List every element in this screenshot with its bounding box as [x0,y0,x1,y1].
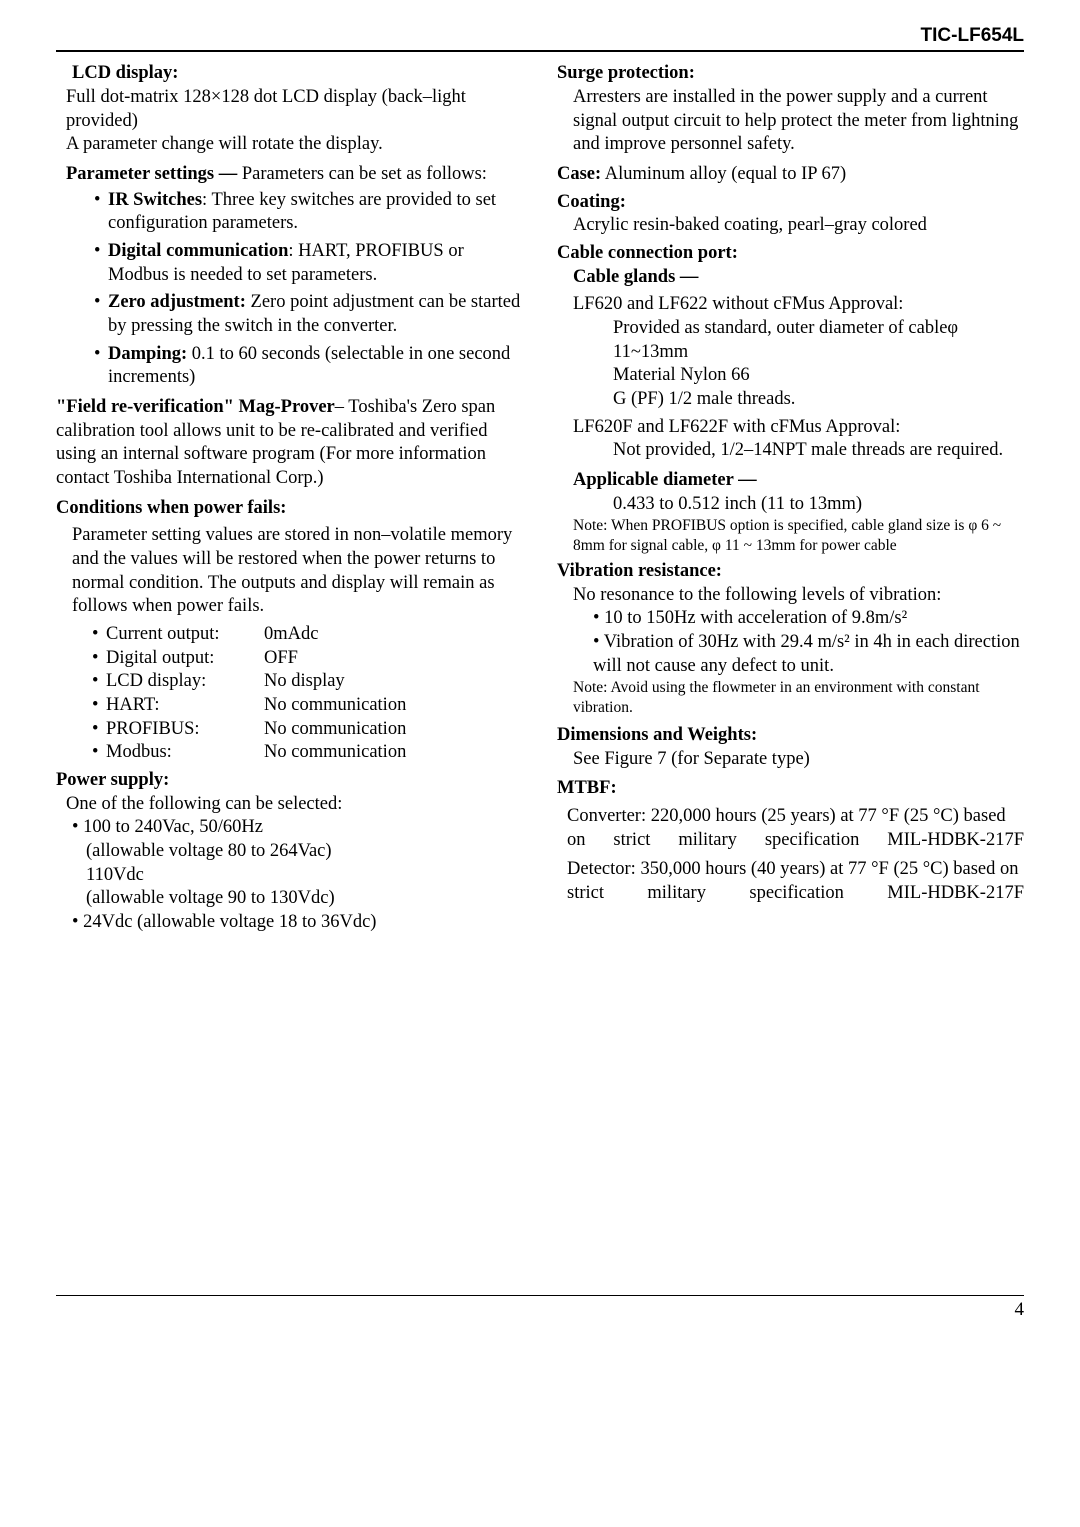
conditions-body: Parameter setting values are stored in n… [72,524,523,619]
row-lcd: • LCD display: No display [92,670,523,694]
vib-i0: • 10 to 150Hz with acceleration of 9.8m/… [593,607,1024,631]
bullet: • [92,718,106,742]
lf620-title: LF620 and LF622 without cFMus Approval: [573,293,1024,317]
row-modbus-v: No communication [264,741,406,765]
dims-title: Dimensions and Weights: [557,724,1024,748]
row-digital-v: OFF [264,647,298,671]
row-digital-k: Digital output: [106,647,264,671]
mtbf-title: MTBF: [557,777,1024,801]
power-item0: • 100 to 240Vac, 50/60Hz [72,816,523,840]
row-hart: • HART: No communication [92,694,523,718]
power-item2: 110Vdc [86,864,523,888]
vib-lead: No resonance to the following levels of … [573,584,1024,608]
power-line1: One of the following can be selected: [66,793,523,817]
power-item3: (allowable voltage 90 to 130Vdc) [86,887,523,911]
param-ir: IR Switches: Three key switches are prov… [94,189,523,236]
mtbf-conv: Converter: 220,000 hours (25 years) at 7… [567,805,1024,852]
param-ir-label: IR Switches [108,190,202,210]
lf620-b2: G (PF) 1/2 male threads. [613,388,1024,412]
two-column-layout: LCD display: Full dot-matrix 128×128 dot… [56,56,1024,935]
row-lcd-v: No display [264,670,345,694]
row-modbus: • Modbus: No communication [92,741,523,765]
bullet: • [92,647,106,671]
mtbf-det: Detector: 350,000 hours (40 years) at 77… [567,858,1024,905]
lf620-b1: Material Nylon 66 [613,364,1024,388]
param-zero: Zero adjustment: Zero point adjustment c… [94,291,523,338]
bullet: • [92,670,106,694]
power-items: • 100 to 240Vac, 50/60Hz (allowable volt… [72,816,523,934]
row-profibus: • PROFIBUS: No communication [92,718,523,742]
left-column: LCD display: Full dot-matrix 128×128 dot… [56,56,523,935]
param-damping-label: Damping: [108,344,187,364]
lcd-body1: Full dot-matrix 128×128 dot LCD display … [66,86,523,133]
row-lcd-k: LCD display: [106,670,264,694]
param-settings-line: Parameter settings — Parameters can be s… [66,163,523,187]
page-number: 4 [56,1298,1024,1322]
conditions-title: Conditions when power fails: [56,497,523,521]
power-item1: (allowable voltage 80 to 264Vac) [86,840,523,864]
doc-code: TIC-LF654L [56,24,1024,48]
surge-body: Arresters are installed in the power sup… [573,86,1024,157]
app-dia-title: Applicable diameter — [573,469,1024,493]
lcd-title: LCD display: [72,62,523,86]
row-current-v: 0mAdc [264,623,318,647]
footer-rule [56,1295,1024,1296]
row-digital: • Digital output: OFF [92,647,523,671]
power-title: Power supply: [56,769,523,793]
bullet: • [92,694,106,718]
app-dia-body: 0.433 to 0.512 inch (11 to 13mm) [613,493,1024,517]
bullet: • [92,623,106,647]
conditions-rows: • Current output: 0mAdc • Digital output… [92,623,523,765]
cable-title: Cable connection port: [557,242,1024,266]
param-settings-rest: Parameters can be set as follows: [237,164,487,184]
bullet: • [92,741,106,765]
power-item4: • 24Vdc (allowable voltage 18 to 36Vdc) [72,911,523,935]
row-current-k: Current output: [106,623,264,647]
param-zero-label: Zero adjustment: [108,292,246,312]
param-digital-label: Digital communication [108,241,288,261]
row-hart-k: HART: [106,694,264,718]
coating-body: Acrylic resin-baked coating, pearl–gray … [573,214,1024,238]
surge-title: Surge protection: [557,62,1024,86]
case-rest: Aluminum alloy (equal to IP 67) [601,164,846,184]
glands-title: Cable glands — [573,266,1024,290]
vib-title: Vibration resistance: [557,560,1024,584]
param-digital: Digital communication: HART, PROFIBUS or… [94,240,523,287]
row-modbus-k: Modbus: [106,741,264,765]
dims-body: See Figure 7 (for Separate type) [573,748,1024,772]
lf620f-title: LF620F and LF622F with cFMus Approval: [573,416,1024,440]
lf620-b0: Provided as standard, outer diameter of … [613,317,1024,364]
field-rev-title: "Field re-verification" Mag-Prover [56,397,335,417]
lf620f-body: Not provided, 1/2–14NPT male threads are… [613,439,1024,463]
header-rule [56,50,1024,52]
lcd-body2: A parameter change will rotate the displ… [66,133,523,157]
param-bullets: IR Switches: Three key switches are prov… [94,189,523,390]
param-settings-title: Parameter settings — [66,164,237,184]
app-dia-note: Note: When PROFIBUS option is specified,… [573,516,1024,556]
row-current: • Current output: 0mAdc [92,623,523,647]
row-profibus-v: No communication [264,718,406,742]
row-hart-v: No communication [264,694,406,718]
param-damping: Damping: 0.1 to 60 seconds (selectable i… [94,343,523,390]
field-rev: "Field re-verification" Mag-Prover– Tosh… [56,396,523,491]
vib-i1: • Vibration of 30Hz with 29.4 m/s² in 4h… [593,631,1024,678]
case-title: Case: [557,164,601,184]
right-column: Surge protection: Arresters are installe… [557,56,1024,935]
case-line: Case: Aluminum alloy (equal to IP 67) [557,163,1024,187]
row-profibus-k: PROFIBUS: [106,718,264,742]
vib-note: Note: Avoid using the flowmeter in an en… [573,678,1024,718]
coating-title: Coating: [557,191,1024,215]
